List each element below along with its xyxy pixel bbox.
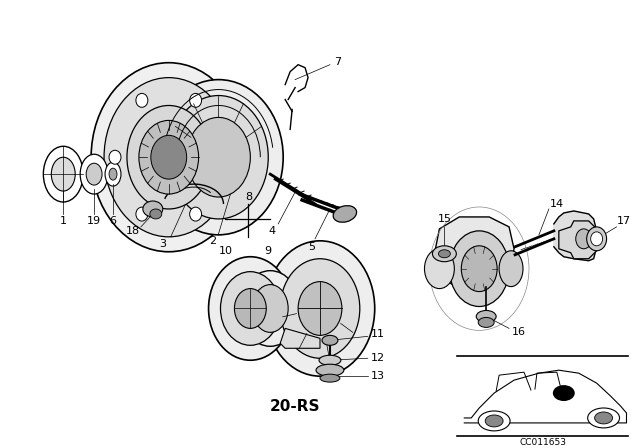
Ellipse shape xyxy=(109,168,117,180)
Ellipse shape xyxy=(136,207,148,221)
Polygon shape xyxy=(280,328,320,348)
Text: 1: 1 xyxy=(60,216,67,226)
Text: 17: 17 xyxy=(616,216,630,226)
Ellipse shape xyxy=(241,271,300,346)
Text: 2: 2 xyxy=(209,236,216,246)
Text: 12: 12 xyxy=(371,353,385,363)
Text: 6: 6 xyxy=(109,216,116,226)
Ellipse shape xyxy=(319,355,341,365)
Ellipse shape xyxy=(154,80,283,235)
Text: 5: 5 xyxy=(308,242,316,252)
Polygon shape xyxy=(554,211,598,261)
Text: 18: 18 xyxy=(126,226,140,236)
Text: CC011653: CC011653 xyxy=(520,438,566,447)
Text: 10: 10 xyxy=(218,246,232,256)
Ellipse shape xyxy=(478,318,494,327)
Ellipse shape xyxy=(433,246,456,262)
Text: 9: 9 xyxy=(265,246,272,256)
Ellipse shape xyxy=(553,385,575,401)
Text: 11: 11 xyxy=(371,329,385,339)
Ellipse shape xyxy=(322,336,338,345)
Polygon shape xyxy=(435,217,514,289)
Ellipse shape xyxy=(587,227,607,251)
Ellipse shape xyxy=(333,206,356,222)
Ellipse shape xyxy=(265,241,375,376)
Ellipse shape xyxy=(576,229,591,249)
Ellipse shape xyxy=(150,209,162,219)
Ellipse shape xyxy=(234,289,266,328)
Text: 7: 7 xyxy=(334,57,342,67)
Text: 13: 13 xyxy=(371,371,385,381)
Ellipse shape xyxy=(476,310,496,323)
Ellipse shape xyxy=(151,135,187,179)
Ellipse shape xyxy=(316,364,344,376)
Ellipse shape xyxy=(86,163,102,185)
Text: 19: 19 xyxy=(87,216,101,226)
Ellipse shape xyxy=(51,157,76,191)
Text: 8: 8 xyxy=(244,192,252,202)
Ellipse shape xyxy=(424,249,454,289)
Ellipse shape xyxy=(91,63,246,252)
Ellipse shape xyxy=(109,150,121,164)
Text: 15: 15 xyxy=(437,214,451,224)
Ellipse shape xyxy=(136,93,148,108)
Polygon shape xyxy=(559,221,596,259)
Ellipse shape xyxy=(80,154,108,194)
Ellipse shape xyxy=(478,411,510,431)
Ellipse shape xyxy=(591,232,603,246)
Ellipse shape xyxy=(461,246,497,292)
Ellipse shape xyxy=(449,231,509,306)
Ellipse shape xyxy=(298,282,342,336)
Ellipse shape xyxy=(169,95,268,219)
Ellipse shape xyxy=(221,271,280,345)
Ellipse shape xyxy=(499,251,523,287)
Ellipse shape xyxy=(127,105,211,209)
Ellipse shape xyxy=(189,207,202,221)
Ellipse shape xyxy=(320,374,340,382)
Ellipse shape xyxy=(139,121,198,194)
Text: 4: 4 xyxy=(269,226,276,236)
Ellipse shape xyxy=(209,257,292,360)
Ellipse shape xyxy=(438,250,451,258)
Ellipse shape xyxy=(143,201,163,217)
Text: 20-RS: 20-RS xyxy=(270,399,321,414)
Ellipse shape xyxy=(595,412,612,424)
Text: 14: 14 xyxy=(550,199,564,209)
Ellipse shape xyxy=(280,259,360,358)
Ellipse shape xyxy=(216,150,228,164)
Ellipse shape xyxy=(252,284,288,332)
Ellipse shape xyxy=(485,415,503,427)
Ellipse shape xyxy=(588,408,620,428)
Text: 3: 3 xyxy=(159,239,166,249)
Ellipse shape xyxy=(104,78,234,237)
Ellipse shape xyxy=(189,93,202,108)
Text: 16: 16 xyxy=(512,327,526,337)
Ellipse shape xyxy=(187,117,250,197)
Ellipse shape xyxy=(44,146,83,202)
Ellipse shape xyxy=(105,162,121,186)
